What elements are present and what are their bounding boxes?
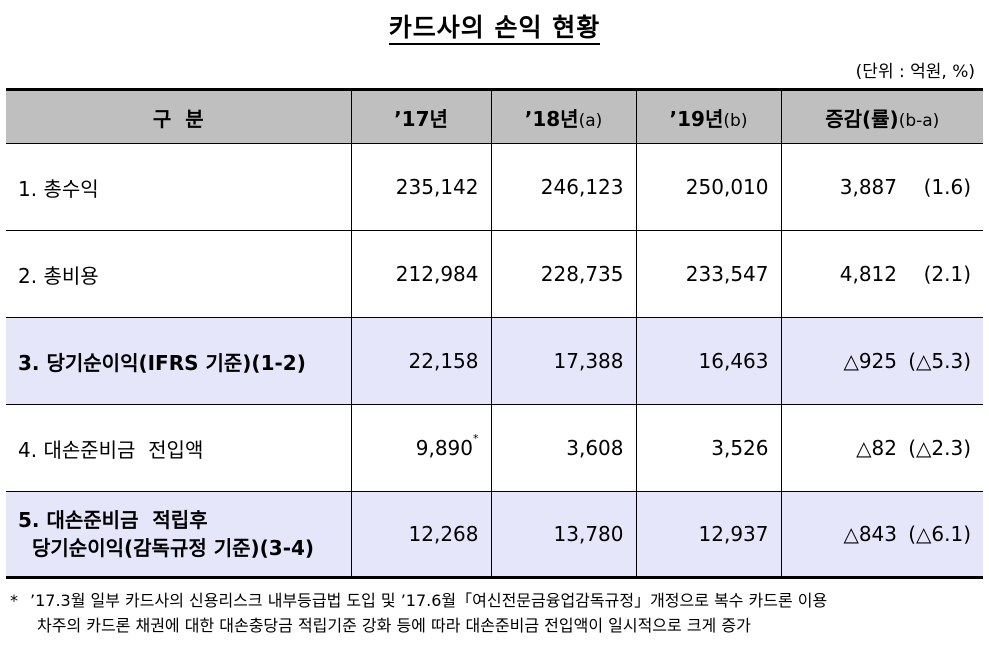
row-label: 3. 당기순이익(IFRS 기준)(1-2)	[6, 317, 351, 405]
table-row: 3. 당기순이익(IFRS 기준)(1-2) 22,158 17,388 16,…	[6, 317, 983, 405]
header-2019-text: ’19년	[669, 106, 724, 131]
row-label: 4. 대손준비금 전입액	[6, 404, 351, 492]
value-2019: 12,937	[635, 491, 781, 578]
change-rate: (△5.3)	[908, 349, 971, 373]
value-2019: 3,526	[635, 404, 781, 492]
row-label: 5. 대손준비금 적립후 당기순이익(감독규정 기준)(3-4)	[6, 491, 351, 578]
header-category: 구 분	[6, 89, 351, 144]
value-2019: 16,463	[635, 317, 781, 405]
header-2018: ’18년(a)	[490, 89, 636, 144]
change-cell: △843 (△6.1)	[780, 491, 983, 578]
header-change: 증감(률)(b-a)	[780, 89, 983, 144]
title-text: 카드사의 손익 현황	[388, 13, 601, 45]
value-2018: 246,123	[490, 143, 636, 231]
change-cell: △925 (△5.3)	[780, 317, 983, 405]
change-rate: (1.6)	[923, 175, 971, 199]
value-2017: 235,142	[350, 143, 491, 231]
value-2018: 228,735	[490, 230, 636, 318]
value-2019: 250,010	[635, 143, 781, 231]
header-change-text: 증감(률)	[825, 106, 899, 131]
footnote-line1: ’17.3월 일부 카드사의 신용리스크 내부등급법 도입 및 ’17.6월「여…	[30, 591, 828, 610]
change-rate: (△6.1)	[908, 522, 971, 546]
footnote: * ’17.3월 일부 카드사의 신용리스크 내부등급법 도입 및 ’17.6월「…	[10, 588, 827, 638]
header-2018-text: ’18년	[524, 106, 579, 131]
change-amount: 4,812	[839, 262, 897, 286]
row-label-line2: 당기순이익(감독규정 기준)(3-4)	[32, 536, 315, 560]
profit-loss-table: 구 분 ’17년 ’18년(a) ’19년(b) 증감(률)(b-a) 1. 총…	[6, 88, 983, 579]
table-row: 5. 대손준비금 적립후 당기순이익(감독규정 기준)(3-4) 12,268 …	[6, 491, 983, 578]
unit-label: (단위 : 억원, %)	[855, 62, 975, 82]
change-amount: △82	[856, 436, 897, 460]
header-2018-sub: (a)	[578, 110, 603, 131]
value-2018: 17,388	[490, 317, 636, 405]
value-2018: 3,608	[490, 404, 636, 492]
change-rate: (2.1)	[923, 262, 971, 286]
value-2017-text: 9,890	[415, 436, 473, 460]
value-2017: 12,268	[350, 491, 491, 578]
footnote-mark: *	[473, 432, 479, 445]
row-label: 1. 총수익	[6, 143, 351, 231]
change-cell: △82 (△2.3)	[780, 404, 983, 492]
header-category-text: 구 분	[152, 106, 204, 131]
header-2017: ’17년	[350, 89, 491, 144]
change-cell: 3,887 (1.6)	[780, 143, 983, 231]
change-amount: △843	[843, 522, 897, 546]
value-2018: 13,780	[490, 491, 636, 578]
table-row: 2. 총비용 212,984 228,735 233,547 4,812 (2.1…	[6, 230, 983, 318]
table-row: 4. 대손준비금 전입액 9,890* 3,608 3,526 △82 (△2.3…	[6, 404, 983, 492]
value-2017: 9,890*	[350, 404, 491, 492]
footnote-line2: 차주의 카드론 채권에 대한 대손충당금 적립기준 강화 등에 따라 대손준비금…	[37, 616, 751, 635]
value-2017: 212,984	[350, 230, 491, 318]
header-change-sub: (b-a)	[898, 110, 940, 131]
change-amount: △925	[843, 349, 897, 373]
page-title: 카드사의 손익 현황	[0, 8, 989, 45]
header-2017-text: ’17년	[394, 106, 448, 131]
row-label-line1: 5. 대손준비금 적립후	[18, 508, 208, 532]
row-label: 2. 총비용	[6, 230, 351, 318]
change-rate: (△2.3)	[908, 436, 971, 460]
footnote-star: *	[10, 591, 18, 610]
header-2019: ’19년(b)	[635, 89, 781, 144]
table-header-row: 구 분 ’17년 ’18년(a) ’19년(b) 증감(률)(b-a)	[6, 89, 983, 144]
header-2019-sub: (b)	[723, 110, 748, 131]
value-2017: 22,158	[350, 317, 491, 405]
value-2019: 233,547	[635, 230, 781, 318]
table-row: 1. 총수익 235,142 246,123 250,010 3,887 (1.6…	[6, 143, 983, 231]
change-cell: 4,812 (2.1)	[780, 230, 983, 318]
change-amount: 3,887	[839, 175, 897, 199]
